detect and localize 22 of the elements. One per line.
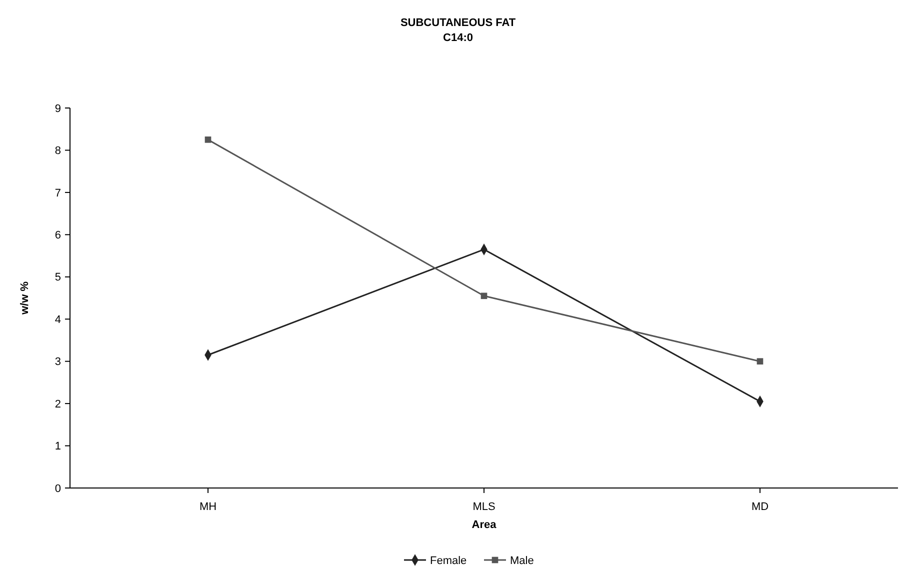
y-axis-title: w/w % xyxy=(19,281,31,316)
chart-title: SUBCUTANEOUS FAT xyxy=(400,17,516,29)
y-tick-label: 3 xyxy=(54,356,61,368)
x-tick-label: MLS xyxy=(472,501,496,513)
y-tick-label: 2 xyxy=(54,398,61,410)
y-tick-label: 8 xyxy=(54,145,61,158)
legend-label: Male xyxy=(510,554,534,567)
point xyxy=(204,136,212,143)
y-tick-label: 9 xyxy=(54,102,61,115)
chart-subtitle: C14:0 xyxy=(443,32,473,44)
y-tick-label: 1 xyxy=(54,440,61,453)
point xyxy=(756,358,764,364)
y-tick-label: 4 xyxy=(54,314,61,326)
point xyxy=(480,292,488,300)
y-tick-label: 7 xyxy=(54,187,61,200)
x-tick-label: MD xyxy=(751,501,769,513)
legend-label: Female xyxy=(430,554,467,567)
x-tick-label: MH xyxy=(199,501,217,513)
x-axis-title: Area xyxy=(472,519,498,531)
y-tick-label: 0 xyxy=(54,482,61,495)
y-tick-label: 6 xyxy=(54,230,61,242)
y-tick-label: 5 xyxy=(54,272,61,284)
